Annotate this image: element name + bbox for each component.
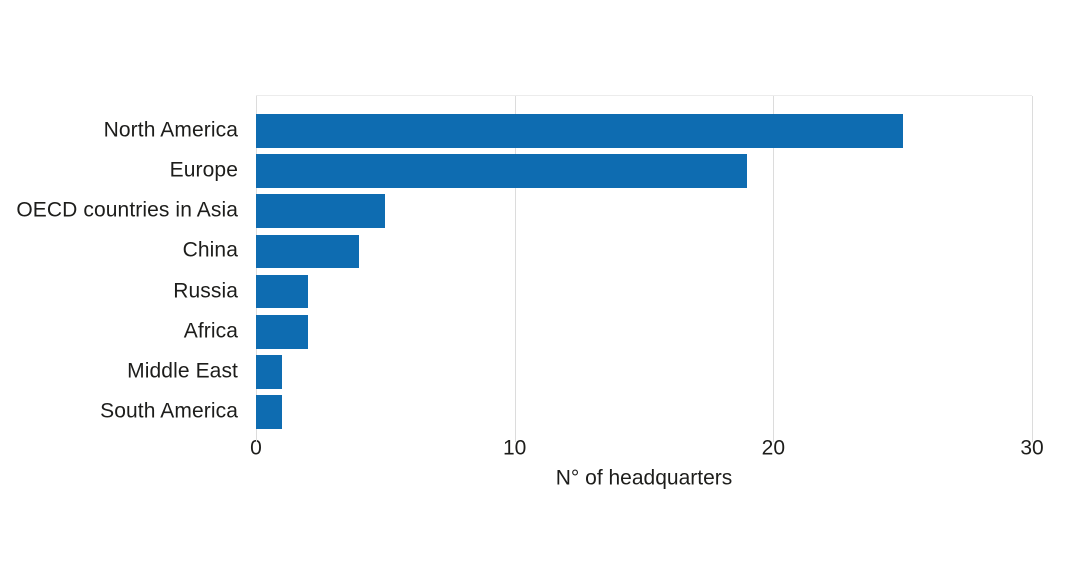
- x-tick-label: 30: [1020, 436, 1044, 460]
- bar-middle-east: [256, 355, 282, 389]
- category-label: Europe: [169, 158, 238, 182]
- x-tick-label: 0: [250, 436, 262, 460]
- bar-south-america: [256, 395, 282, 429]
- plot-area: [256, 95, 1033, 442]
- category-axis-labels: North America Europe OECD countries in Asi…: [0, 95, 238, 441]
- category-label: China: [182, 238, 238, 262]
- bar-oecd-countries-in-asia: [256, 194, 386, 228]
- bar-china: [256, 234, 360, 269]
- bar-russia: [256, 274, 308, 309]
- gridline-x-30: [1032, 96, 1033, 442]
- category-label: OECD countries in Asia: [16, 198, 238, 222]
- category-label: South America: [100, 399, 238, 423]
- gridline-x-0: [256, 96, 257, 442]
- category-label: North America: [103, 118, 238, 142]
- category-label: Russia: [173, 279, 238, 303]
- gridline-x-10: [514, 96, 516, 442]
- category-label: Africa: [183, 319, 238, 343]
- bar-europe: [256, 154, 748, 188]
- bar-north-america: [256, 114, 903, 148]
- x-axis-title: N° of headquarters: [555, 466, 733, 490]
- x-tick-label: 20: [761, 436, 786, 460]
- gridline-x-20: [773, 96, 775, 442]
- x-tick-label: 10: [502, 436, 527, 460]
- bar-africa: [256, 315, 308, 349]
- category-label: Middle East: [127, 359, 238, 383]
